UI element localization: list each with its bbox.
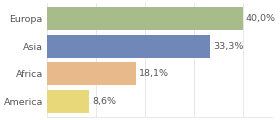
Bar — [47, 35, 210, 57]
Text: 8,6%: 8,6% — [92, 97, 116, 106]
Text: 33,3%: 33,3% — [213, 42, 243, 51]
Text: 18,1%: 18,1% — [139, 69, 169, 78]
Text: 40,0%: 40,0% — [246, 14, 276, 23]
Bar — [47, 63, 136, 85]
Bar — [47, 7, 243, 30]
Bar — [47, 90, 89, 113]
